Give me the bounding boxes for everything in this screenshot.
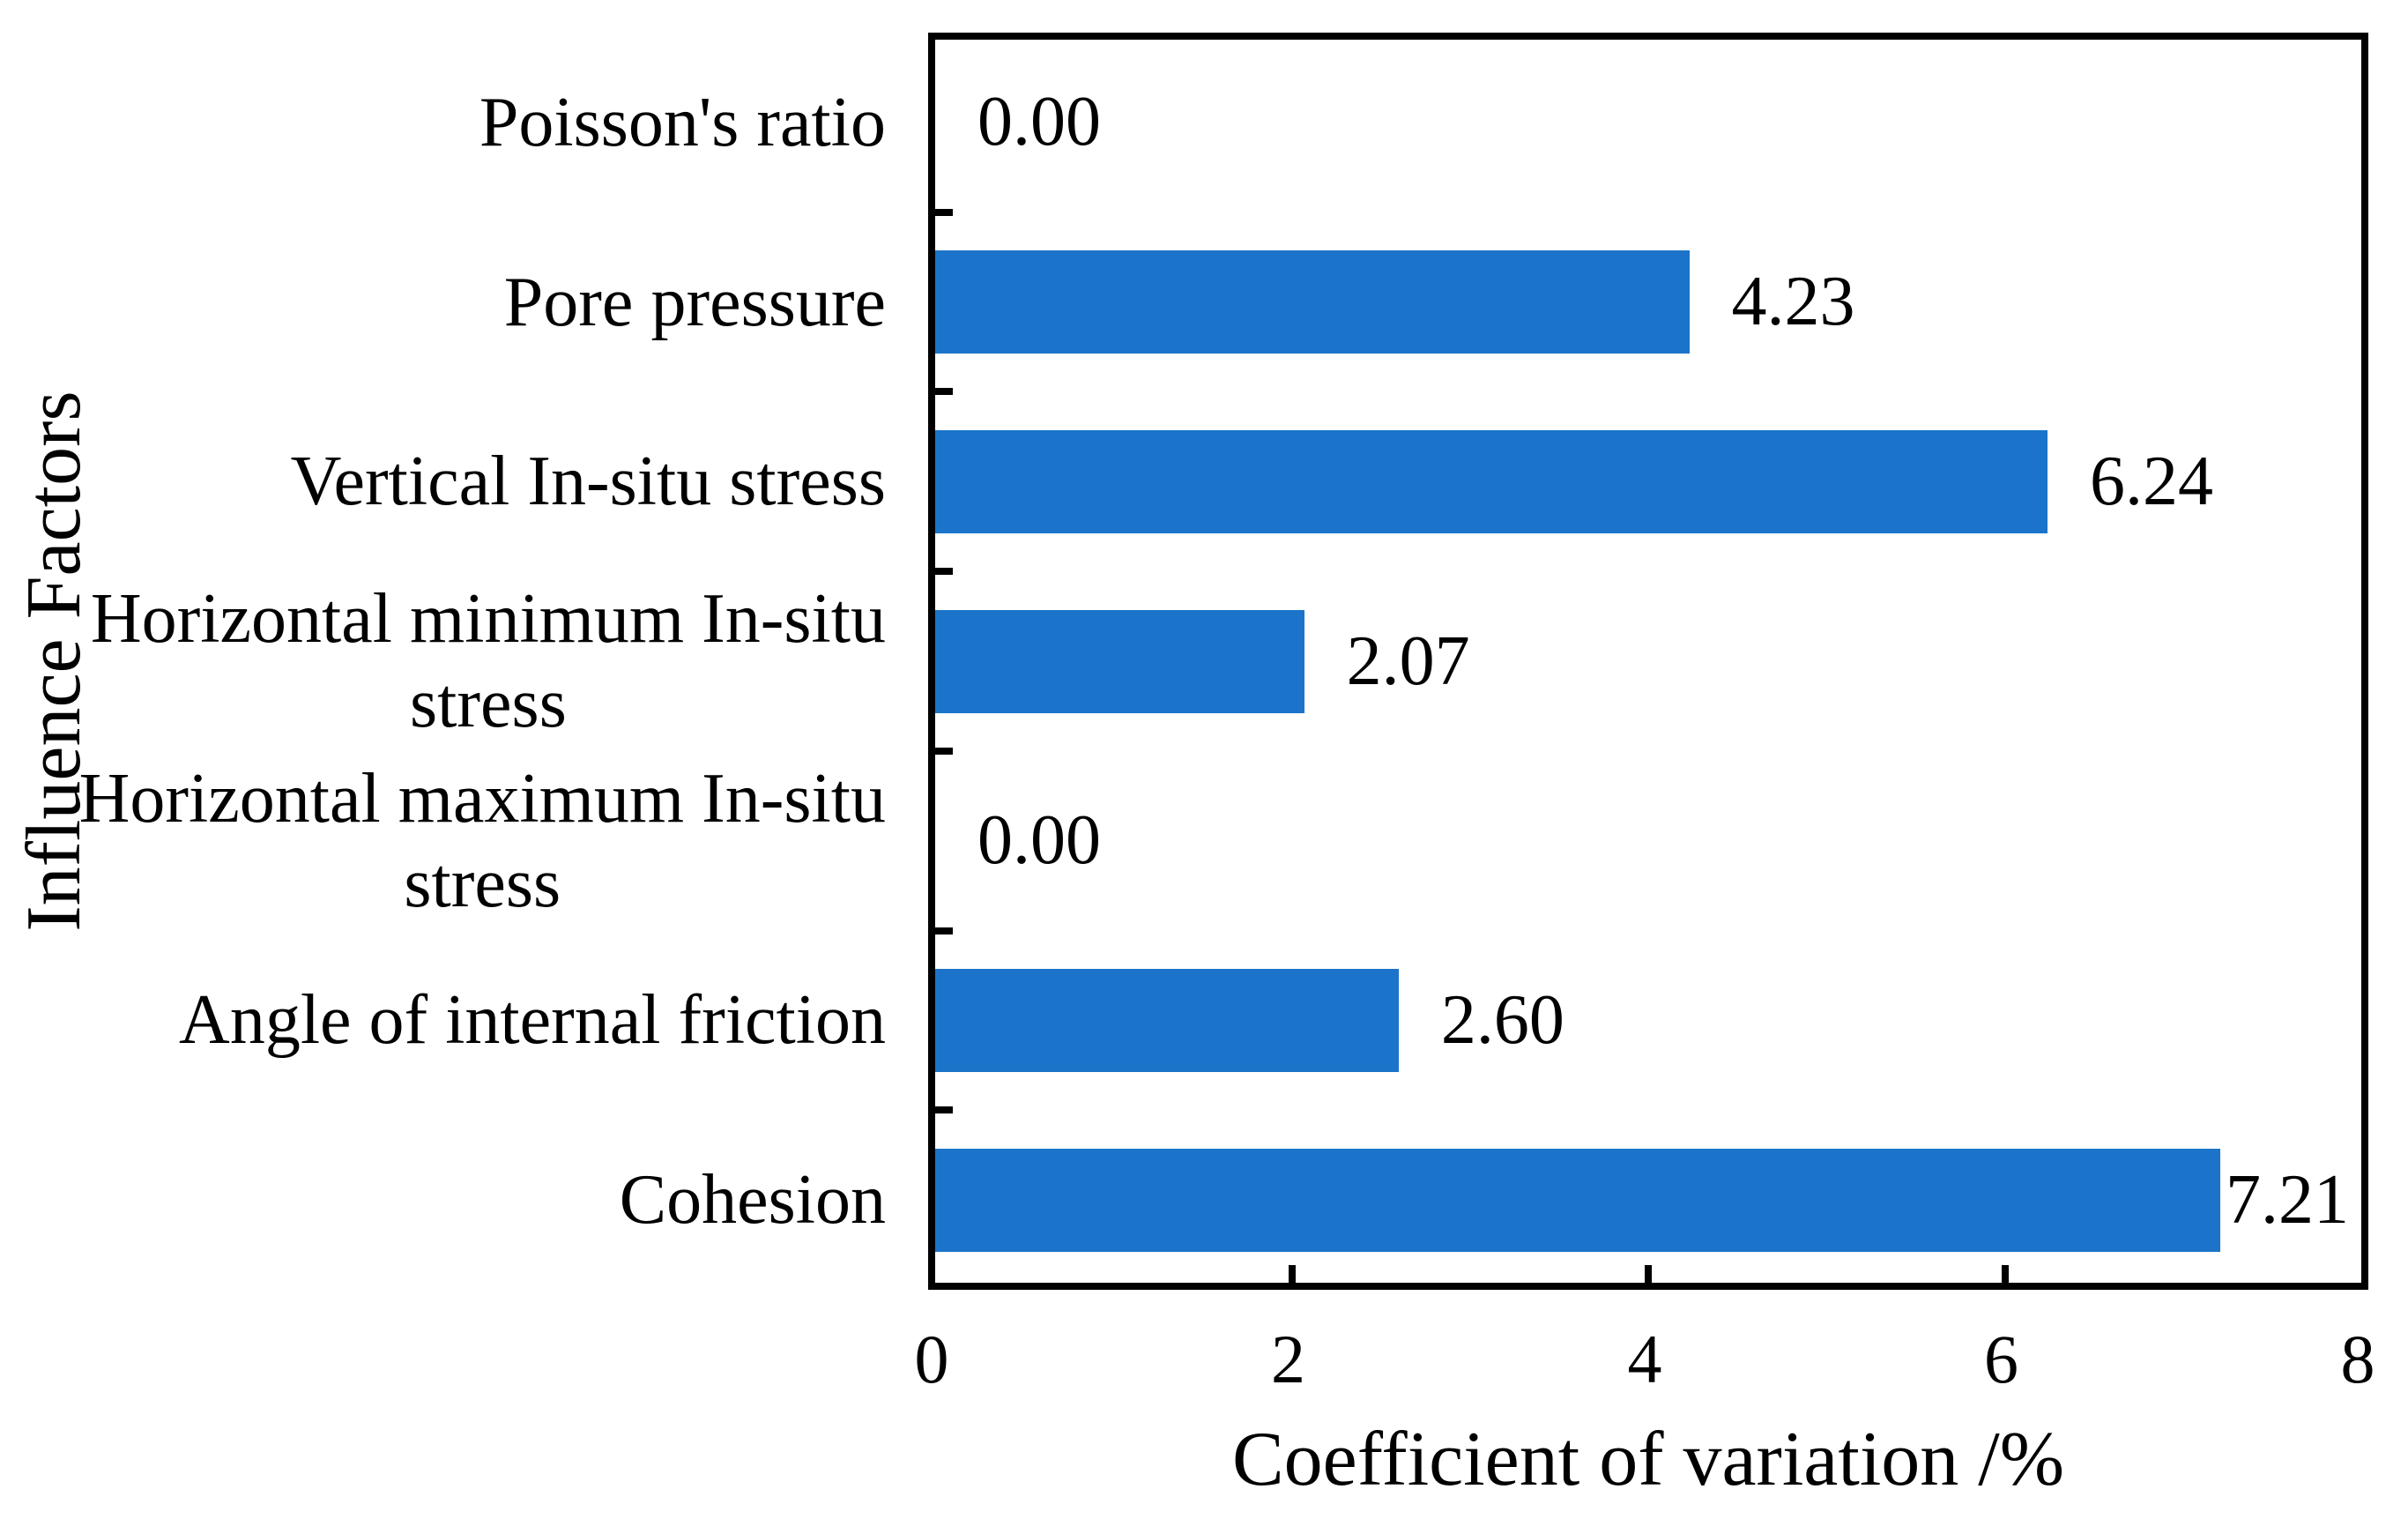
value-label-6: 7.21	[2226, 1160, 2349, 1239]
y-axis-tick-2	[935, 388, 953, 396]
y-axis-tick-1	[935, 208, 953, 216]
value-label-0: 0.00	[977, 83, 1101, 161]
bar-2	[935, 429, 2048, 533]
x-tick-label-2: 4	[1627, 1321, 1662, 1397]
x-tick-label-4: 8	[2340, 1321, 2375, 1397]
category-label-6: Cohesion	[619, 1161, 886, 1240]
category-axis-labels: Poisson's ratio Pore pressure Vertical In-…	[0, 33, 886, 1290]
x-axis-tick-1	[1288, 1265, 1296, 1283]
bar-1	[935, 250, 1690, 354]
y-axis-tick-3	[935, 568, 953, 576]
x-tick-label-3: 6	[1984, 1321, 2018, 1397]
x-axis-tick-2	[1645, 1265, 1652, 1283]
category-label-3: Horizontal minimum In-situ stress	[90, 580, 886, 742]
bar-3	[935, 609, 1304, 713]
x-axis-tick-labels: 0 2 4 6 8	[0, 1324, 2408, 1395]
x-axis-title: Coefficient of variation /%	[1231, 1417, 2065, 1502]
bar-5	[935, 968, 1399, 1072]
value-label-5: 2.60	[1440, 980, 1564, 1059]
x-tick-label-1: 2	[1271, 1321, 1305, 1397]
y-axis-tick-5	[935, 927, 953, 934]
y-axis-tick-4	[935, 747, 953, 755]
x-tick-label-0: 0	[914, 1321, 949, 1397]
category-label-2: Vertical In-situ stress	[290, 443, 886, 521]
x-axis-tick-3	[2001, 1265, 2009, 1283]
value-label-1: 4.23	[1731, 263, 1855, 341]
value-label-4: 0.00	[977, 801, 1101, 880]
plot-area: 0.00 4.23 6.24 2.07 0.00 2.60 7.21	[928, 33, 2368, 1290]
value-label-3: 2.07	[1346, 622, 1470, 700]
bar-6	[935, 1148, 2221, 1252]
category-label-5: Angle of internal friction	[179, 981, 886, 1060]
category-label-1: Pore pressure	[503, 263, 886, 341]
y-axis-tick-6	[935, 1106, 953, 1114]
category-label-4: Horizontal maximum In-situ stress	[78, 759, 886, 922]
value-label-2: 6.24	[2090, 442, 2214, 520]
category-label-0: Poisson's ratio	[479, 83, 886, 161]
